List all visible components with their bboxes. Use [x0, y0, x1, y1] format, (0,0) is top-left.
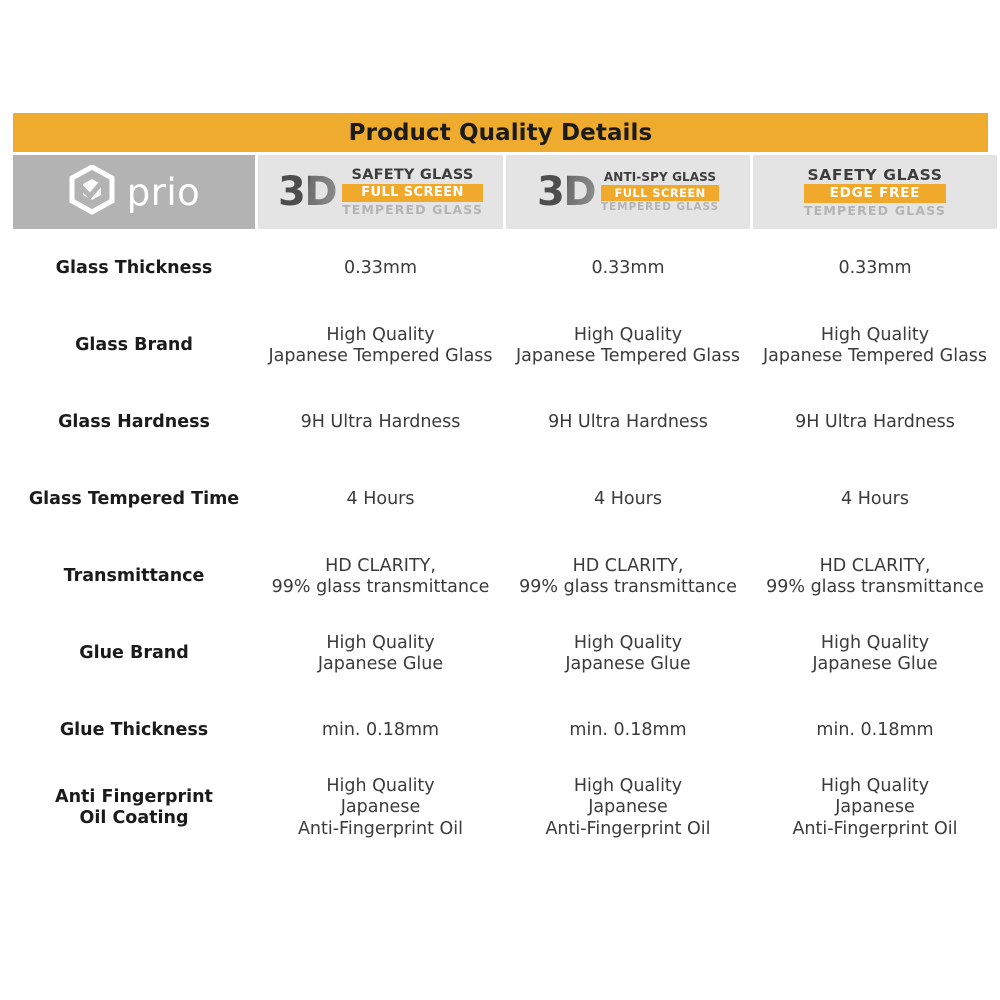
row-value: 0.33mm [343, 258, 418, 279]
row-value: HD CLARITY, 99% glass transmittance [271, 555, 490, 597]
row-value: 4 Hours [594, 489, 662, 510]
lockup-badge: FULL SCREEN [342, 184, 483, 202]
lockup-line-3: TEMPERED GLASS [601, 200, 720, 213]
row-label: Glass Thickness [55, 258, 213, 279]
lockup-text-stack: SAFETY GLASS FULL SCREEN TEMPERED GLASS [342, 167, 483, 217]
lockup-line-3: TEMPERED GLASS [803, 202, 947, 218]
row-label: Anti Fingerprint Oil Coating [55, 786, 213, 828]
row-value: High Quality Japanese Glue [317, 632, 444, 674]
row-value: 9H Ultra Hardness [300, 412, 461, 433]
prio-wordmark: prio [126, 170, 201, 214]
lockup-badge: EDGE FREE [803, 184, 947, 203]
row-value: High Quality Japanese Tempered Glass [762, 324, 988, 366]
product-lockup: 3D SAFETY GLASS FULL SCREEN TEMPERED GLASS [278, 167, 483, 217]
row-label: Glass Brand [75, 335, 193, 356]
row-value: min. 0.18mm [816, 720, 934, 741]
row-label: Glass Tempered Time [28, 489, 240, 510]
row-value: min. 0.18mm [569, 720, 687, 741]
row-label: Glass Hardness [58, 412, 210, 433]
lockup-badge: FULL SCREEN [601, 184, 720, 201]
lockup-text-stack: SAFETY GLASS EDGE FREE TEMPERED GLASS [803, 166, 947, 218]
row-value: 4 Hours [346, 489, 415, 510]
comparison-table: Product Quality Details prio 3D SAFETY GLA… [13, 113, 997, 845]
lockup-text-stack: ANTI-SPY GLASS FULL SCREEN TEMPERED GLASS [601, 170, 720, 213]
row-value: 9H Ultra Hardness [795, 412, 955, 433]
row-value: 0.33mm [838, 258, 912, 279]
row-value: High Quality Japanese Anti-Fingerprint O… [297, 775, 464, 839]
row-value: 0.33mm [591, 258, 665, 279]
lockup-line-1: ANTI-SPY GLASS [603, 170, 717, 185]
lockup-line-1: SAFETY GLASS [807, 166, 943, 185]
product-header-safety-glass-edge-free: SAFETY GLASS EDGE FREE TEMPERED GLASS [753, 155, 997, 229]
row-value: High Quality Japanese Anti-Fingerprint O… [792, 775, 958, 839]
row-value: HD CLARITY, 99% glass transmittance [519, 555, 737, 597]
product-header-3d-safety-glass: 3D SAFETY GLASS FULL SCREEN TEMPERED GLASS [258, 155, 503, 229]
row-value: High Quality Japanese Glue [565, 632, 691, 674]
row-label: Glue Brand [79, 643, 189, 664]
product-lockup: 3D ANTI-SPY GLASS FULL SCREEN TEMPERED GLAS… [536, 168, 720, 215]
lockup-line-3: TEMPERED GLASS [342, 201, 483, 217]
table-grid: prio 3D SAFETY GLASS FULL SCREEN TEMPERED GL… [13, 155, 997, 845]
brand-logo-cell: prio [13, 155, 255, 229]
row-value: HD CLARITY, 99% glass transmittance [766, 555, 984, 597]
prio-shield-icon [68, 164, 120, 219]
row-label: Transmittance [63, 566, 205, 587]
lockup-3d-mark: 3D [536, 168, 597, 215]
table-title-bar: Product Quality Details [13, 113, 988, 152]
lockup-line-1: SAFETY GLASS [351, 167, 474, 183]
row-value: 4 Hours [841, 489, 909, 510]
row-value: 9H Ultra Hardness [548, 412, 708, 433]
row-value: min. 0.18mm [321, 720, 440, 741]
lockup-3d-mark: 3D [278, 168, 338, 215]
row-value: High Quality Japanese Glue [812, 632, 938, 674]
row-value: High Quality Japanese Anti-Fingerprint O… [545, 775, 711, 839]
row-value: High Quality Japanese Tempered Glass [268, 324, 493, 366]
page-title: Product Quality Details [348, 119, 653, 146]
prio-logo: prio [68, 164, 201, 219]
product-header-3d-anti-spy-glass: 3D ANTI-SPY GLASS FULL SCREEN TEMPERED GLAS… [506, 155, 750, 229]
product-lockup: SAFETY GLASS EDGE FREE TEMPERED GLASS [803, 166, 947, 218]
row-value: High Quality Japanese Tempered Glass [515, 324, 741, 366]
row-label: Glue Thickness [59, 720, 209, 741]
